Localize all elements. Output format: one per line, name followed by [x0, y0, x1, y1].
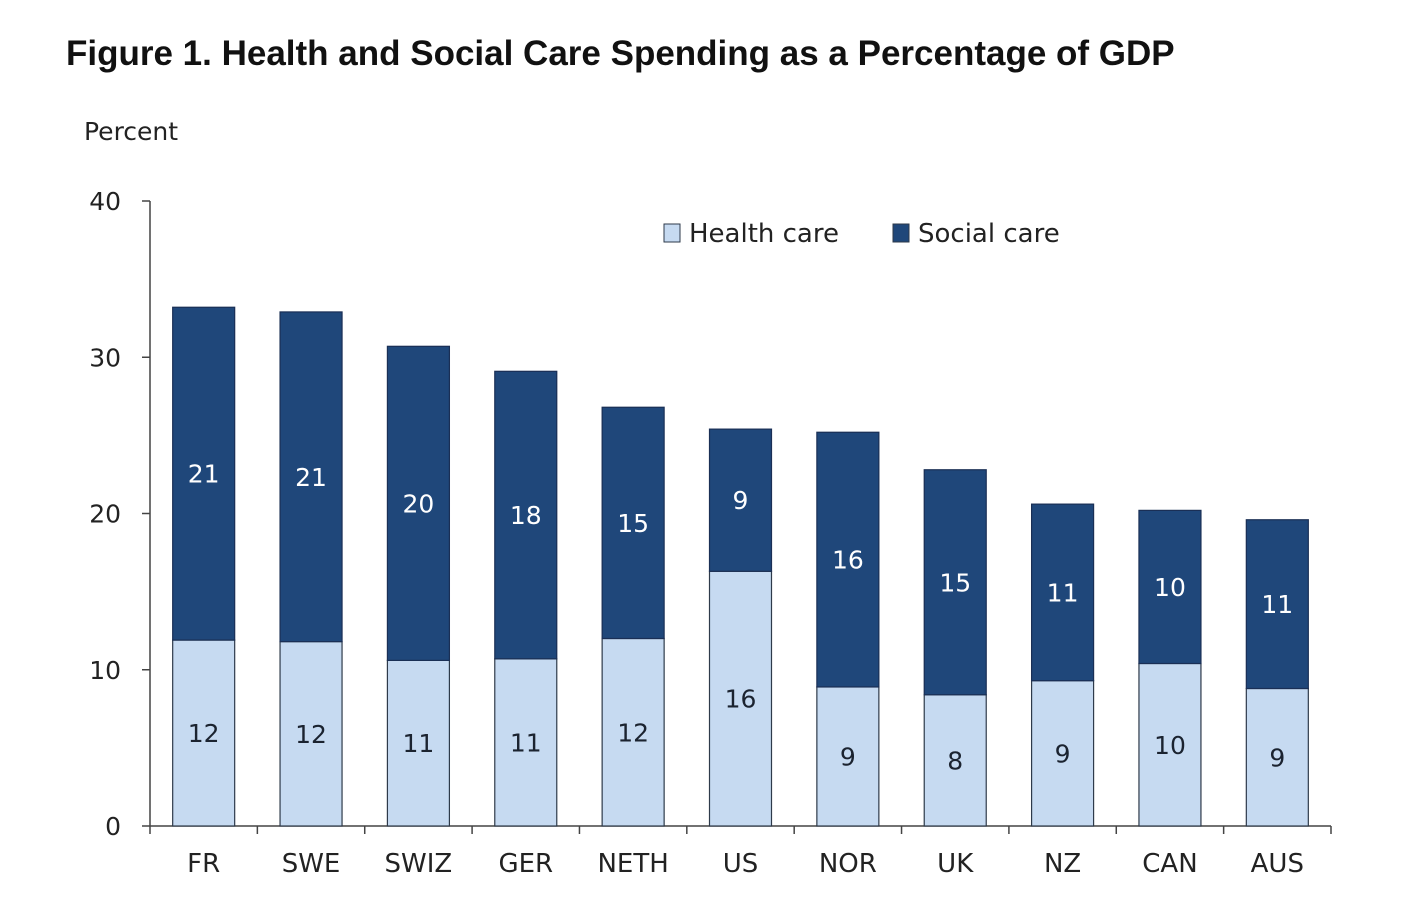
x-category-label: CAN [1142, 849, 1197, 879]
x-category-label: AUS [1251, 849, 1304, 879]
health-care-bar [172, 639, 236, 827]
social-care-bar [1030, 503, 1095, 682]
social-care-value-label: 10 [1154, 573, 1186, 602]
social-care-value-label: 16 [832, 546, 864, 575]
health-care-bar [494, 658, 558, 827]
social-care-bar [708, 428, 773, 572]
y-axis-title: Percent [84, 117, 178, 146]
y-tick-label: 40 [89, 187, 121, 216]
legend: Health care Social care [663, 219, 1060, 249]
health-care-value-label: 12 [188, 719, 220, 748]
social-care-value-label: 21 [188, 460, 220, 489]
health-care-value-label: 12 [295, 720, 327, 749]
x-axis: FR SWE SWIZ GER NETH US NOR UK NZ CAN AUS [149, 825, 1332, 879]
social-care-value-label: 21 [295, 463, 327, 492]
health-care-value-label: 11 [403, 729, 435, 758]
social-care-value-label: 15 [939, 568, 971, 597]
health-care-bar [1030, 680, 1095, 827]
health-care-bar [1138, 662, 1202, 827]
social-care-value-label: 9 [733, 486, 749, 515]
health-care-value-label: 9 [840, 742, 856, 771]
x-category-label: US [723, 849, 759, 879]
health-care-bar [279, 641, 343, 827]
health-care-value-label: 9 [1055, 739, 1071, 768]
health-care-bar [386, 659, 451, 827]
x-category-label: NETH [597, 849, 668, 879]
health-care-value-label: 10 [1154, 731, 1186, 760]
x-category-label: SWIZ [385, 849, 453, 879]
health-care-bar [708, 570, 773, 827]
health-care-value-label: 9 [1269, 743, 1285, 772]
social-care-value-label: 11 [1261, 590, 1293, 619]
y-tick-label: 30 [89, 343, 121, 372]
social-care-bar [1138, 509, 1202, 665]
y-tick-label: 20 [89, 500, 121, 529]
x-category-label: NOR [819, 849, 877, 879]
social-care-bar [1245, 519, 1309, 690]
health-care-value-label: 11 [510, 728, 542, 757]
social-care-bar [279, 311, 343, 643]
social-care-bar [816, 431, 880, 688]
social-care-legend-label: Social care [918, 219, 1060, 249]
social-care-bar [386, 345, 451, 661]
health-care-bar [816, 686, 880, 827]
health-care-bar [923, 694, 987, 827]
health-care-legend-label: Health care [689, 219, 839, 249]
y-tick-label: 0 [105, 812, 121, 841]
health-care-bar [1245, 687, 1309, 827]
y-tick-label: 10 [89, 656, 121, 685]
x-category-label: NZ [1044, 849, 1081, 879]
health-care-value-label: 12 [617, 718, 649, 747]
x-category-label: UK [937, 849, 974, 879]
health-care-value-label: 8 [947, 746, 963, 775]
x-category-label: FR [187, 849, 220, 879]
x-category-label: GER [498, 849, 553, 879]
health-care-legend-swatch [663, 223, 681, 243]
social-care-value-label: 11 [1047, 578, 1079, 607]
bars: 12 21 12 21 11 20 11 18 12 15 16 9 9 16 8 15 9 11 10 10 9 11 [172, 306, 1309, 827]
y-axis: 0 10 20 30 40 [89, 187, 151, 841]
x-category-label: SWE [282, 849, 341, 879]
social-care-value-label: 15 [617, 509, 649, 538]
social-care-bar [601, 406, 665, 640]
page-title: Figure 1. Health and Social Care Spendin… [66, 34, 1175, 73]
social-care-value-label: 18 [510, 501, 542, 530]
social-care-legend-swatch [892, 223, 910, 243]
health-care-value-label: 16 [725, 685, 757, 714]
health-care-bar [601, 637, 665, 827]
social-care-bar [923, 469, 987, 696]
social-care-bar [172, 306, 236, 641]
social-care-bar [494, 370, 558, 660]
social-care-value-label: 20 [403, 489, 435, 518]
